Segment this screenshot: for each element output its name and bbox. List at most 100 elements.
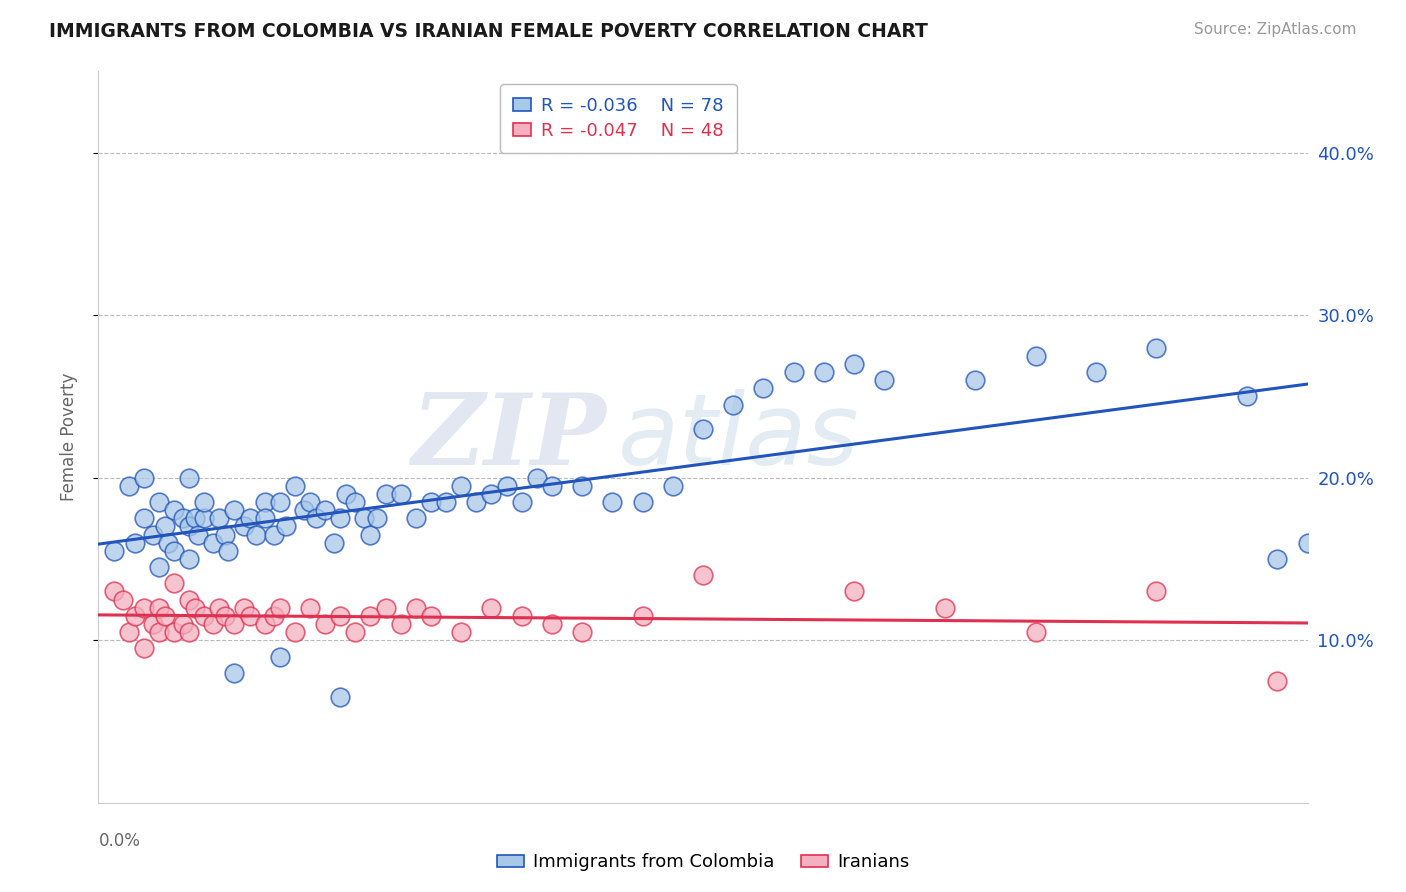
Point — [269, 600, 291, 615]
Point — [366, 511, 388, 525]
Point — [274, 519, 297, 533]
Point — [124, 608, 146, 623]
Point — [269, 495, 291, 509]
Point — [163, 625, 186, 640]
Point — [239, 608, 262, 623]
Point — [602, 495, 624, 509]
Legend: Immigrants from Colombia, Iranians: Immigrants from Colombia, Iranians — [489, 847, 917, 879]
Point — [179, 592, 201, 607]
Point — [405, 600, 427, 615]
Point — [692, 568, 714, 582]
Point — [124, 535, 146, 549]
Point — [571, 625, 593, 640]
Point — [163, 576, 186, 591]
Point — [284, 625, 307, 640]
Point — [1296, 535, 1319, 549]
Point — [299, 495, 322, 509]
Point — [420, 608, 443, 623]
Legend: R = -0.036    N = 78, R = -0.047    N = 48: R = -0.036 N = 78, R = -0.047 N = 48 — [501, 84, 737, 153]
Point — [239, 511, 262, 525]
Point — [163, 544, 186, 558]
Point — [329, 511, 352, 525]
Point — [208, 511, 231, 525]
Point — [118, 479, 141, 493]
Point — [132, 641, 155, 656]
Point — [481, 600, 503, 615]
Point — [510, 608, 533, 623]
Point — [374, 600, 396, 615]
Y-axis label: Female Poverty: Female Poverty — [59, 373, 77, 501]
Point — [263, 527, 285, 541]
Point — [232, 600, 254, 615]
Point — [214, 608, 236, 623]
Point — [752, 381, 775, 395]
Point — [103, 584, 125, 599]
Point — [202, 617, 225, 632]
Point — [172, 511, 194, 525]
Point — [723, 398, 745, 412]
Point — [661, 479, 683, 493]
Point — [132, 511, 155, 525]
Text: atlas: atlas — [619, 389, 860, 485]
Point — [692, 422, 714, 436]
Point — [305, 511, 328, 525]
Point — [631, 608, 654, 623]
Point — [179, 552, 201, 566]
Point — [184, 600, 207, 615]
Point — [172, 617, 194, 632]
Point — [813, 365, 835, 379]
Point — [344, 495, 367, 509]
Point — [202, 535, 225, 549]
Point — [179, 471, 201, 485]
Point — [224, 503, 246, 517]
Point — [335, 487, 357, 501]
Point — [217, 544, 239, 558]
Point — [481, 487, 503, 501]
Text: IMMIGRANTS FROM COLOMBIA VS IRANIAN FEMALE POVERTY CORRELATION CHART: IMMIGRANTS FROM COLOMBIA VS IRANIAN FEMA… — [49, 22, 928, 41]
Point — [323, 535, 346, 549]
Point — [184, 511, 207, 525]
Point — [193, 608, 215, 623]
Point — [132, 600, 155, 615]
Point — [405, 511, 427, 525]
Point — [314, 503, 336, 517]
Point — [540, 479, 562, 493]
Point — [571, 479, 593, 493]
Point — [118, 625, 141, 640]
Point — [844, 357, 866, 371]
Point — [148, 625, 170, 640]
Point — [214, 527, 236, 541]
Point — [329, 608, 352, 623]
Point — [299, 600, 322, 615]
Point — [208, 600, 231, 615]
Point — [631, 495, 654, 509]
Point — [1024, 625, 1046, 640]
Point — [1024, 349, 1046, 363]
Point — [389, 617, 412, 632]
Text: ZIP: ZIP — [412, 389, 606, 485]
Text: 0.0%: 0.0% — [98, 832, 141, 850]
Point — [1267, 552, 1289, 566]
Point — [934, 600, 956, 615]
Point — [253, 617, 276, 632]
Point — [193, 511, 215, 525]
Point — [179, 519, 201, 533]
Point — [965, 373, 987, 387]
Point — [148, 560, 170, 574]
Point — [263, 608, 285, 623]
Point — [450, 479, 472, 493]
Point — [111, 592, 134, 607]
Point — [193, 495, 215, 509]
Point — [132, 471, 155, 485]
Point — [253, 511, 276, 525]
Point — [156, 535, 179, 549]
Point — [540, 617, 562, 632]
Point — [1085, 365, 1108, 379]
Point — [353, 511, 375, 525]
Point — [783, 365, 806, 379]
Point — [103, 544, 125, 558]
Point — [253, 495, 276, 509]
Point — [148, 600, 170, 615]
Point — [245, 527, 267, 541]
Point — [142, 527, 165, 541]
